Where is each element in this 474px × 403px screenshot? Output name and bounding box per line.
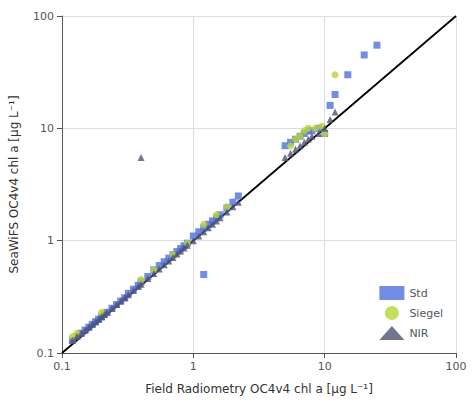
svg-text:100: 100 (446, 360, 467, 373)
svg-text:Std: Std (409, 287, 427, 300)
svg-text:0.1: 0.1 (37, 347, 55, 360)
svg-text:1: 1 (190, 360, 197, 373)
svg-text:SeaWiFS OC4v4 chl a [μg L⁻¹]: SeaWiFS OC4v4 chl a [μg L⁻¹] (7, 95, 21, 273)
svg-text:10: 10 (40, 122, 54, 135)
svg-text:NIR: NIR (409, 327, 428, 340)
svg-text:Siegel: Siegel (409, 307, 443, 320)
svg-text:10: 10 (318, 360, 332, 373)
svg-text:Field Radiometry OC4v4 chl a [: Field Radiometry OC4v4 chl a [μg L⁻¹] (145, 382, 373, 396)
svg-text:1: 1 (47, 234, 54, 247)
svg-text:0.1: 0.1 (53, 360, 71, 373)
svg-text:100: 100 (33, 10, 54, 23)
